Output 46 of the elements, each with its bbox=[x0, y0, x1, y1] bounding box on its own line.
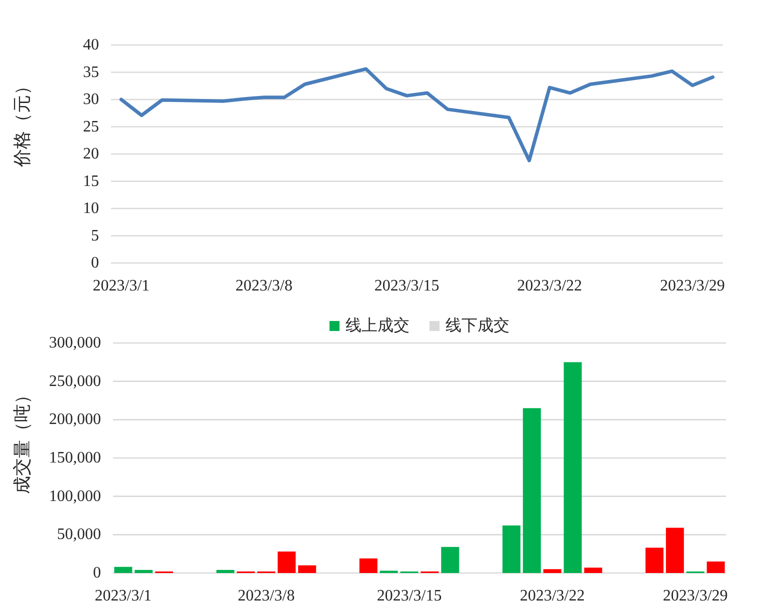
x-tick-label: 2023/3/22 bbox=[520, 588, 585, 604]
y-tick-label: 300,000 bbox=[49, 334, 101, 352]
legend-label: 线上成交 bbox=[346, 316, 410, 334]
bar bbox=[134, 570, 153, 573]
bar bbox=[564, 362, 582, 573]
x-tick-label: 2023/3/1 bbox=[92, 278, 150, 294]
y-tick-label: 10 bbox=[83, 200, 99, 217]
y-tick-label: 30 bbox=[83, 91, 99, 108]
x-tick-label: 2023/3/29 bbox=[662, 588, 728, 604]
y-tick-label: 250,000 bbox=[49, 372, 101, 390]
x-tick-label: 2023/3/29 bbox=[660, 278, 725, 294]
bar bbox=[216, 570, 234, 573]
bar bbox=[278, 552, 296, 573]
bar bbox=[359, 558, 378, 573]
y-tick-label: 50,000 bbox=[57, 526, 101, 544]
bar bbox=[645, 548, 664, 573]
bar bbox=[441, 546, 460, 573]
y-tick-label: 150,000 bbox=[49, 450, 101, 466]
bar bbox=[543, 569, 562, 573]
bar bbox=[502, 525, 520, 573]
bar bbox=[298, 565, 316, 573]
bar bbox=[114, 566, 132, 573]
x-tick-label: 2023/3/15 bbox=[376, 588, 442, 604]
x-tick-label: 2023/3/15 bbox=[374, 278, 440, 294]
y-tick-label: 35 bbox=[83, 64, 99, 81]
x-tick-label: 2023/3/1 bbox=[94, 588, 152, 604]
bar bbox=[522, 408, 541, 573]
y-tick-label: 0 bbox=[91, 254, 99, 272]
y-tick-label: 20 bbox=[83, 146, 99, 162]
y-axis-title: 价格（元） bbox=[12, 77, 32, 168]
y-axis-title: 成交量（吨） bbox=[12, 386, 32, 494]
y-tick-label: 25 bbox=[83, 118, 99, 136]
y-tick-label: 40 bbox=[83, 36, 99, 54]
line-series bbox=[119, 67, 715, 162]
y-tick-label: 200,000 bbox=[49, 411, 101, 428]
bar bbox=[666, 528, 684, 573]
y-tick-label: 15 bbox=[83, 172, 99, 190]
legend-label: 线下成交 bbox=[446, 316, 510, 334]
x-tick-label: 2023/3/22 bbox=[517, 278, 582, 294]
x-tick-label: 2023/3/8 bbox=[236, 278, 292, 294]
bar bbox=[706, 562, 725, 573]
x-tick-label: 2023/3/8 bbox=[238, 588, 295, 604]
y-tick-label: 5 bbox=[91, 227, 99, 244]
y-tick-label: 100,000 bbox=[49, 488, 101, 505]
bar bbox=[584, 568, 602, 573]
y-tick-label: 0 bbox=[93, 564, 101, 582]
